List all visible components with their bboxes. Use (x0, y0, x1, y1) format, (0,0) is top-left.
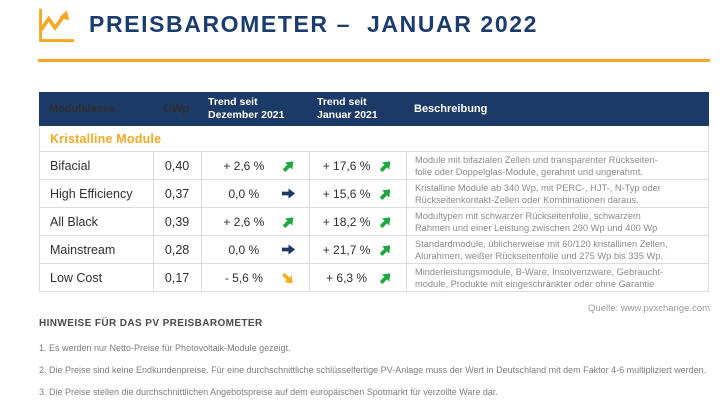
column-header-beschreibung: Beschreibung (414, 102, 488, 115)
trend-dec-cell: 0,0 % (200, 180, 310, 207)
trend-jan-cell: + 17,6 % (309, 152, 406, 179)
trend-jan-value: + 17,6 % (322, 158, 371, 173)
column-header-trend-jan: Trend seit Januar 2021 (317, 96, 378, 121)
description-cell: Module mit bifazialen Zellen und transpa… (405, 152, 708, 179)
trend-dec-value: + 2,6 % (223, 158, 265, 173)
column-header-modulklasse: Modulklasse (49, 102, 116, 115)
description-cell: Modultypen mit schwarzer Rückseitenfolie… (405, 208, 708, 235)
trend-arrow-icon (280, 242, 296, 258)
description-cell: Minderleistungsmodule, B-Ware, Insolvenz… (405, 264, 708, 291)
trend-jan-value: + 18,2 % (322, 214, 371, 229)
table-header-row: Modulklasse €/Wp Trend seit Dezember 202… (39, 92, 709, 126)
trend-jan-cell: + 21,7 % (309, 236, 406, 263)
trend-jan-value: + 21,7 % (322, 242, 371, 257)
trend-jan-value: + 15,6 % (322, 186, 371, 201)
trend-dec-cell: 0,0 % (200, 236, 310, 263)
footnote: 1. Es werden nur Netto-Preise für Photov… (39, 343, 291, 353)
trend-jan-cell: + 15,6 % (309, 180, 406, 207)
modulklasse-cell: Mainstream (50, 242, 116, 257)
price-cell: 0,39 (152, 208, 201, 235)
trend-dec-value: 0,0 % (228, 242, 260, 257)
modulklasse-cell: Low Cost (50, 270, 103, 285)
price-cell: 0,17 (152, 264, 201, 291)
table-row: Bifacial 0,40 + 2,6 % + 17,6 % Module mi… (39, 152, 709, 180)
trend-arrow-icon (277, 210, 300, 233)
trend-dec-value: - 5,6 % (224, 270, 263, 285)
trend-jan-cell: + 18,2 % (309, 208, 406, 235)
trend-arrow-icon (374, 154, 397, 177)
table-row: All Black 0,39 + 2,6 % + 18,2 % Modultyp… (39, 208, 709, 236)
section-row-kristalline-module: Kristalline Module (39, 126, 709, 152)
trend-arrow-icon (374, 182, 397, 205)
price-cell: 0,40 (152, 152, 201, 179)
price-cell: 0,28 (152, 236, 201, 263)
price-chart-icon (36, 6, 76, 44)
trend-dec-value: + 2,6 % (223, 214, 265, 229)
modulklasse-cell: High Efficiency (50, 186, 133, 201)
footnote: 2. Die Preise sind keine Endkundenpreise… (39, 365, 707, 375)
notes-title: HINWEISE FÜR DAS PV PREISBAROMETER (39, 318, 263, 329)
trend-dec-value: 0,0 % (228, 186, 260, 201)
trend-dec-cell: + 2,6 % (200, 208, 310, 235)
description-cell: Kristalline Module ab 340 Wp, mit PERC-,… (405, 180, 708, 207)
section-label: Kristalline Module (50, 131, 162, 146)
description-cell: Standardmodule, üblicherweise mit 60/120… (405, 236, 708, 263)
price-table: Modulklasse €/Wp Trend seit Dezember 202… (39, 92, 709, 292)
table-row: High Efficiency 0,37 0,0 % + 15,6 % Kris… (39, 180, 709, 208)
trend-arrow-icon (374, 238, 397, 261)
source-credit: Quelle: www.pvxchange.com (588, 303, 710, 314)
trend-arrow-icon (277, 154, 300, 177)
footnote: 3. Die Preise stellen die durchschnittli… (39, 387, 498, 397)
column-header-trend-dec: Trend seit Dezember 2021 (208, 96, 285, 121)
trend-arrow-icon (374, 210, 397, 233)
trend-arrow-icon (374, 266, 397, 289)
trend-dec-cell: + 2,6 % (200, 152, 310, 179)
trend-jan-cell: + 6,3 % (309, 264, 406, 291)
trend-arrow-icon (277, 266, 300, 289)
table-row: Mainstream 0,28 0,0 % + 21,7 % Standardm… (39, 236, 709, 264)
trend-dec-cell: - 5,6 % (200, 264, 310, 291)
modulklasse-cell: Bifacial (50, 158, 91, 173)
modulklasse-cell: All Black (50, 214, 98, 229)
price-cell: 0,37 (152, 180, 201, 207)
table-row: Low Cost 0,17 - 5,6 % + 6,3 % Minderleis… (39, 264, 709, 292)
header-divider (38, 59, 710, 62)
trend-arrow-icon (280, 186, 296, 202)
page-title: PREISBAROMETER – JANUAR 2022 (89, 11, 539, 37)
column-header-price: €/Wp (162, 102, 190, 115)
trend-jan-value: + 6,3 % (326, 270, 368, 285)
